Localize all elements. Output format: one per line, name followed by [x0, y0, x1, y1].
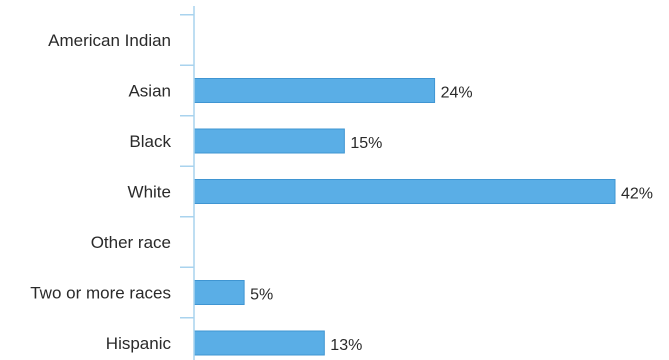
category-label-black: Black [129, 132, 171, 151]
category-axis [180, 6, 195, 360]
category-label-american-indian: American Indian [48, 31, 171, 50]
value-label-white: 42% [621, 186, 653, 203]
category-label-other-race: Other race [91, 233, 171, 252]
value-label-asian: 24% [441, 85, 473, 102]
value-label-two-or-more-races: 5% [250, 287, 273, 304]
bar-black [193, 128, 345, 154]
category-labels: American Indian Asian Black White Other race… [30, 31, 171, 353]
bar-asian [193, 78, 436, 103]
value-label-hispanic: 13% [330, 337, 362, 354]
category-label-hispanic: Hispanic [106, 334, 172, 353]
bar-hispanic [193, 330, 325, 356]
value-label-black: 15% [350, 135, 382, 152]
bars-group [193, 78, 616, 356]
bar-white [193, 179, 616, 204]
value-labels: 24% 15% 42% 5% 13% [250, 85, 653, 355]
category-label-two-or-more-races: Two or more races [30, 284, 171, 303]
category-label-asian: Asian [128, 82, 171, 101]
category-label-white: White [128, 183, 171, 202]
bar-two-or-more-races [193, 280, 245, 305]
